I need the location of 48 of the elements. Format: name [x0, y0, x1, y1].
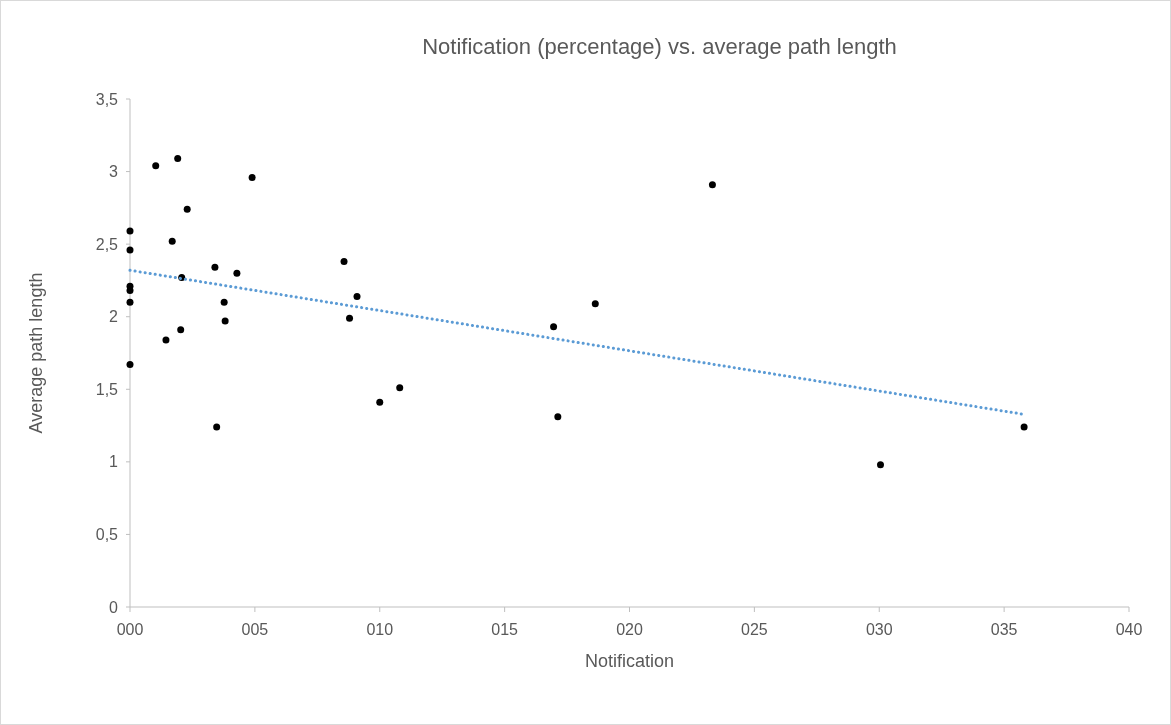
y-tick-label: 2 — [109, 308, 119, 326]
point — [152, 162, 160, 170]
x-tick-label: 010 — [366, 621, 394, 638]
point — [248, 173, 256, 181]
point — [353, 292, 361, 300]
point — [1020, 423, 1028, 431]
point — [174, 155, 182, 163]
point — [126, 246, 134, 254]
point — [213, 423, 221, 431]
point — [126, 227, 134, 235]
x-tick-label: 035 — [990, 621, 1018, 638]
point — [126, 298, 134, 306]
x-tick-label: 040 — [1115, 621, 1143, 638]
x-axis-title: Notification — [584, 651, 675, 671]
point — [877, 461, 884, 469]
y-tick-label: 0 — [109, 598, 119, 616]
x-tick-label: 000 — [116, 621, 144, 638]
point — [168, 237, 176, 245]
point — [183, 205, 191, 213]
point — [376, 398, 384, 406]
y-tick-label: 0,5 — [95, 525, 119, 543]
point — [162, 336, 170, 344]
point — [396, 384, 404, 392]
point — [126, 287, 134, 295]
point — [177, 326, 185, 334]
point — [591, 300, 599, 308]
point — [708, 181, 716, 189]
x-tick-label: 025 — [741, 621, 768, 638]
point — [550, 323, 558, 331]
chart-title: Notification (percentage) vs. average path length — [422, 34, 897, 59]
y-axis-title: Average path length — [26, 272, 46, 434]
y-tick-label: 3,5 — [95, 90, 119, 108]
x-tick-label: 015 — [491, 621, 519, 638]
y-tick-label: 1,5 — [95, 380, 119, 398]
y-tick-label: 1 — [109, 453, 119, 471]
point — [554, 413, 562, 421]
point — [233, 269, 241, 277]
point — [211, 263, 219, 271]
point — [126, 361, 134, 369]
y-tick-label: 3 — [109, 163, 119, 181]
point — [220, 298, 228, 306]
x-tick-label: 005 — [241, 621, 269, 638]
point — [221, 317, 229, 325]
y-tick-label: 2,5 — [95, 235, 119, 253]
x-tick-label: 030 — [865, 621, 893, 638]
point — [346, 314, 354, 322]
point — [340, 258, 348, 266]
x-tick-label: 020 — [616, 621, 643, 638]
